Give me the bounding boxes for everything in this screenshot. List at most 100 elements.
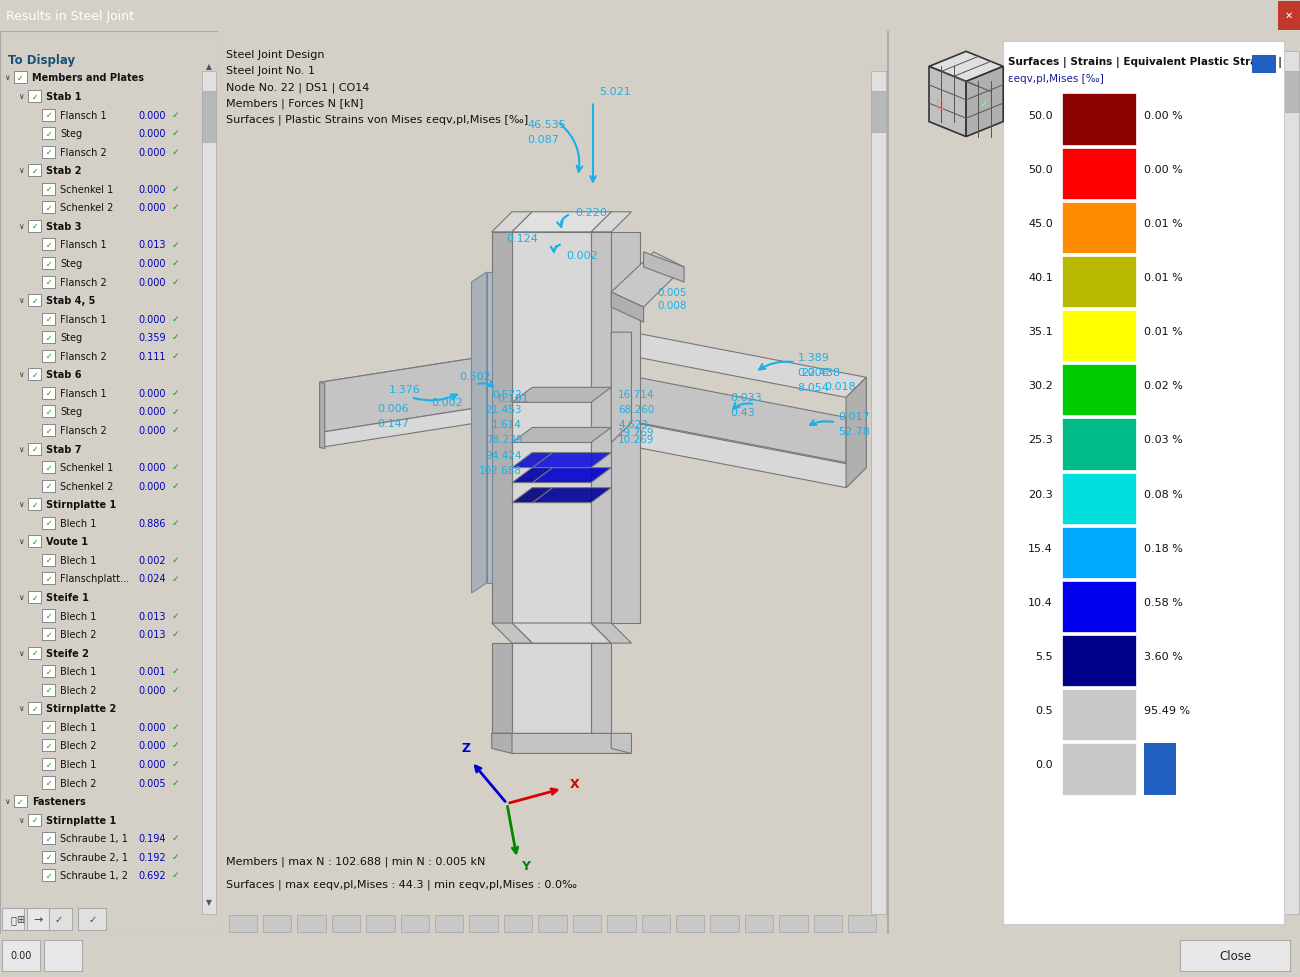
Bar bbox=[504, 914, 532, 932]
Bar bbox=[491, 233, 592, 623]
Text: 1.614: 1.614 bbox=[493, 420, 523, 430]
Text: ✓: ✓ bbox=[172, 871, 179, 879]
Text: 50.0: 50.0 bbox=[1028, 164, 1053, 175]
Bar bbox=[676, 914, 705, 932]
Text: ✓: ✓ bbox=[46, 203, 52, 213]
Text: Schenkel 2: Schenkel 2 bbox=[60, 481, 113, 491]
Text: 0.572: 0.572 bbox=[493, 390, 523, 400]
Bar bbox=[779, 914, 807, 932]
Bar bbox=[42, 777, 55, 788]
Text: ✓: ✓ bbox=[31, 649, 38, 658]
Text: 0.013: 0.013 bbox=[139, 240, 166, 250]
Text: Blech 1: Blech 1 bbox=[60, 611, 96, 620]
Bar bbox=[1252, 57, 1275, 74]
Text: 0.002: 0.002 bbox=[567, 251, 598, 261]
Text: 0.359: 0.359 bbox=[139, 333, 166, 343]
Text: 0.000: 0.000 bbox=[139, 389, 166, 399]
Text: 0.147: 0.147 bbox=[377, 419, 410, 429]
Bar bbox=[1180, 941, 1290, 970]
Text: εeqv,pl,Mises [‰]: εeqv,pl,Mises [‰] bbox=[1009, 74, 1105, 84]
Bar bbox=[42, 610, 55, 622]
Text: Schraube 1, 1: Schraube 1, 1 bbox=[60, 833, 127, 843]
Bar bbox=[42, 517, 55, 530]
Text: ✓: ✓ bbox=[31, 166, 38, 176]
Text: Stab 2: Stab 2 bbox=[46, 166, 82, 176]
Polygon shape bbox=[512, 644, 592, 734]
Text: 0.43: 0.43 bbox=[731, 408, 755, 418]
Bar bbox=[42, 239, 55, 251]
Text: ✓: ✓ bbox=[46, 463, 52, 472]
Text: 94.424: 94.424 bbox=[486, 450, 523, 460]
Text: 0.03 %: 0.03 % bbox=[1144, 435, 1183, 446]
Bar bbox=[29, 814, 42, 826]
Text: 0.01 %: 0.01 % bbox=[1144, 273, 1183, 282]
Text: 0.002: 0.002 bbox=[432, 398, 463, 408]
Polygon shape bbox=[592, 644, 611, 734]
Text: ✓: ✓ bbox=[172, 722, 179, 731]
Bar bbox=[42, 554, 55, 567]
Text: 0.000: 0.000 bbox=[139, 259, 166, 269]
Text: 0.192: 0.192 bbox=[139, 852, 166, 862]
Text: ∨: ∨ bbox=[18, 499, 23, 509]
Bar bbox=[29, 369, 42, 381]
Text: ∨: ∨ bbox=[4, 73, 9, 82]
Text: ✓: ✓ bbox=[172, 259, 179, 268]
Text: Node No. 22 | DS1 | CO14: Node No. 22 | DS1 | CO14 bbox=[226, 82, 370, 93]
Bar bbox=[436, 914, 463, 932]
Text: 3.60 %: 3.60 % bbox=[1144, 652, 1183, 661]
Polygon shape bbox=[486, 273, 491, 583]
Text: ✓: ✓ bbox=[172, 685, 179, 694]
Text: Surfaces | Plastic Strains von Mises εeqv,pl,Mises [‰]: Surfaces | Plastic Strains von Mises εeq… bbox=[226, 114, 529, 125]
Text: Flanschplatt...: Flanschplatt... bbox=[60, 573, 129, 584]
Bar bbox=[1062, 690, 1136, 741]
Bar bbox=[263, 914, 291, 932]
Text: 0.02 %: 0.02 % bbox=[1144, 381, 1183, 391]
Text: 0.00: 0.00 bbox=[10, 951, 31, 960]
Text: Steel Joint No. 1: Steel Joint No. 1 bbox=[226, 66, 316, 76]
Text: ✓: ✓ bbox=[31, 537, 38, 546]
Polygon shape bbox=[611, 373, 846, 463]
Text: 21.453: 21.453 bbox=[486, 405, 523, 415]
Text: Steg: Steg bbox=[60, 333, 82, 343]
Polygon shape bbox=[532, 488, 611, 503]
Text: 30.2: 30.2 bbox=[1028, 381, 1053, 391]
Text: 0.002: 0.002 bbox=[139, 555, 166, 566]
Text: ✓: ✓ bbox=[46, 240, 52, 250]
Text: ✓: ✓ bbox=[46, 556, 52, 565]
Bar bbox=[1062, 635, 1136, 687]
Text: Members and Plates: Members and Plates bbox=[32, 73, 144, 83]
Text: ✓: ✓ bbox=[46, 612, 52, 620]
Bar bbox=[1062, 743, 1136, 794]
Bar bbox=[42, 109, 55, 121]
Text: Blech 1: Blech 1 bbox=[60, 759, 96, 769]
Polygon shape bbox=[611, 293, 644, 322]
Polygon shape bbox=[512, 213, 611, 233]
Text: ✓: ✓ bbox=[46, 519, 52, 528]
Text: 0.018: 0.018 bbox=[824, 382, 857, 392]
Bar bbox=[1062, 364, 1136, 416]
Bar bbox=[42, 684, 55, 696]
Text: Stab 7: Stab 7 bbox=[46, 445, 82, 454]
Text: 5.5: 5.5 bbox=[1035, 652, 1053, 661]
Bar bbox=[42, 388, 55, 400]
Text: ▲: ▲ bbox=[207, 63, 212, 71]
Bar bbox=[1278, 2, 1300, 30]
Text: 0.006: 0.006 bbox=[797, 368, 829, 378]
Text: ✓: ✓ bbox=[31, 704, 38, 713]
Text: ✓: ✓ bbox=[979, 100, 989, 109]
Polygon shape bbox=[644, 253, 684, 282]
Text: 19.769: 19.769 bbox=[619, 428, 655, 438]
Text: Schenkel 2: Schenkel 2 bbox=[60, 203, 113, 213]
Text: ▼: ▼ bbox=[207, 897, 212, 906]
Text: 0.001: 0.001 bbox=[139, 666, 166, 676]
Polygon shape bbox=[512, 468, 552, 484]
Text: ✓: ✓ bbox=[172, 129, 179, 138]
Bar bbox=[1284, 72, 1299, 112]
Text: ✓: ✓ bbox=[172, 352, 179, 361]
Bar bbox=[871, 93, 885, 133]
Text: ∨: ∨ bbox=[18, 296, 23, 305]
Text: 0.5: 0.5 bbox=[1035, 705, 1053, 715]
Text: Flansch 1: Flansch 1 bbox=[60, 389, 107, 399]
Text: 0.000: 0.000 bbox=[139, 462, 166, 473]
Text: 4.623: 4.623 bbox=[619, 420, 649, 430]
